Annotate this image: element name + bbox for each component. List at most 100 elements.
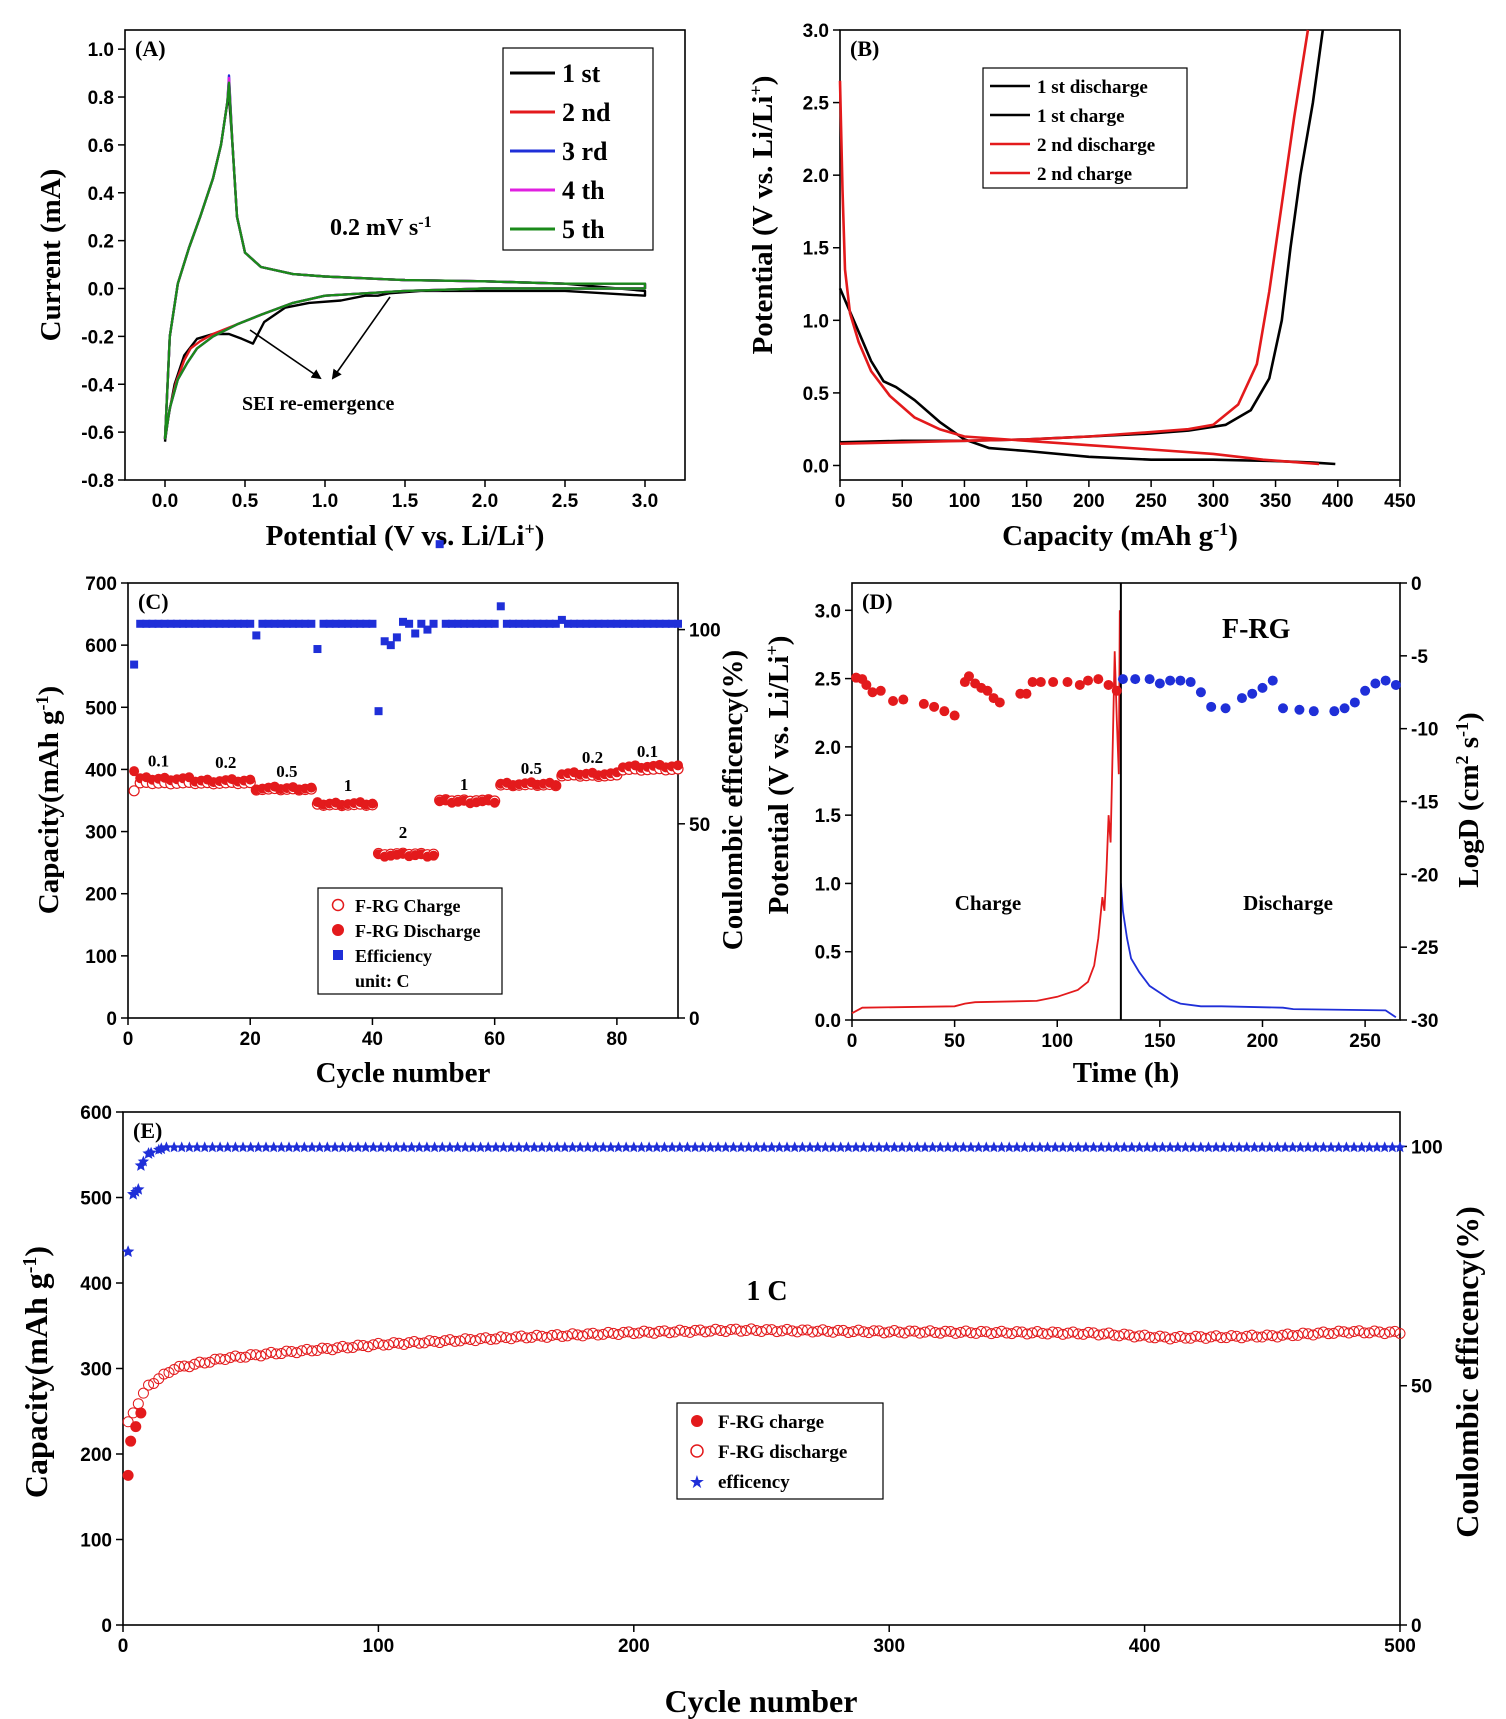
panel-c-efficiency-point xyxy=(533,619,542,628)
panel-e-efficiency-point xyxy=(1103,1141,1115,1153)
panel-e-series xyxy=(121,1141,1406,1481)
panel-b-x-tick-label: 200 xyxy=(1073,491,1105,512)
panel-e-charge-point xyxy=(122,1469,134,1481)
panel-e-x-tick-label: 200 xyxy=(618,1636,650,1657)
panel-e-efficiency-point xyxy=(1064,1141,1077,1153)
panel-e-charge-point xyxy=(130,1421,142,1433)
panel-e-y-title-left: Capacity(mAh g-1) xyxy=(18,1246,54,1498)
panel-c-efficiency-point xyxy=(496,602,505,611)
panel-e-discharge-point xyxy=(219,1354,231,1366)
panel-e-discharge-point xyxy=(137,1387,149,1399)
panel-d-logd-discharge-point xyxy=(1278,703,1289,714)
panel-e-efficiency-point xyxy=(1287,1141,1299,1153)
panel-e-frame xyxy=(122,1111,1401,1626)
panel-c-efficiency-point xyxy=(258,619,267,628)
panel-b-frame xyxy=(839,29,1401,481)
panel-e-efficiency-point xyxy=(474,1141,487,1153)
panel-e-discharge-point xyxy=(904,1325,916,1337)
panel-d-x-tick-label: 200 xyxy=(1247,1031,1279,1052)
panel-e-discharge-point xyxy=(710,1323,722,1335)
panel-a-x-tick-label: 2.0 xyxy=(472,491,498,512)
panel-e-efficiency-point xyxy=(1233,1141,1245,1153)
panel-c-efficiency-point xyxy=(374,707,383,716)
panel-e-discharge-point xyxy=(1047,1326,1059,1338)
panel-c-efficiency-point xyxy=(606,619,615,628)
panel-e-discharge-point xyxy=(638,1325,650,1337)
panel-e-efficiency-point xyxy=(336,1141,349,1153)
panel-e-efficiency-point xyxy=(1049,1141,1061,1153)
panel-c-efficiency-point xyxy=(148,619,157,628)
panel-c-efficiency-point xyxy=(509,619,517,628)
panel-e-efficiency-point xyxy=(436,1141,448,1153)
panel-d-logd-charge-point xyxy=(861,679,872,690)
panel-e-efficiency-point xyxy=(490,1141,502,1153)
panel-e-efficiency-point xyxy=(245,1141,257,1153)
panel-c-efficiency-point xyxy=(142,619,151,628)
panel-d-x-title: Time (h) xyxy=(1073,1057,1180,1089)
panel-e-discharge-point xyxy=(240,1351,252,1363)
panel-c-efficiency-point xyxy=(643,619,652,628)
panel-a-y-tick-label: 0.4 xyxy=(88,184,115,205)
panel-e-efficiency-point xyxy=(1225,1141,1238,1153)
panel-d-y-tick-label-right: 0 xyxy=(1411,574,1422,595)
panel-d-logd-charge-point xyxy=(929,701,940,712)
panel-e-efficiency-point xyxy=(781,1141,793,1153)
panel-c-efficiency-point xyxy=(227,619,236,628)
panel-c-efficiency-point xyxy=(350,619,359,628)
panel-c-efficiency-point xyxy=(337,619,346,628)
panel-c-efficiency-point xyxy=(289,619,297,628)
panel-d-logd-discharge-point xyxy=(1247,688,1258,699)
panel-e-efficiency-point xyxy=(168,1141,180,1153)
panel-e-efficiency-point xyxy=(888,1141,900,1153)
panel-d-logd-discharge-point xyxy=(1195,687,1206,698)
panel-e-efficiency-point xyxy=(1011,1141,1023,1153)
panel-e-efficiency-point xyxy=(949,1141,962,1153)
panel-c-y-tick-label: 200 xyxy=(85,885,117,906)
panel-d-logd-charge-point xyxy=(963,671,974,682)
panel-e-discharge-point xyxy=(1379,1328,1391,1340)
panel-b-y-tick-label: 1.5 xyxy=(803,239,830,260)
panel-e-efficiency-point xyxy=(459,1141,471,1153)
panel-e-efficiency-point xyxy=(1141,1141,1153,1153)
panel-a-y-tick-label: -0.2 xyxy=(81,327,114,348)
panel-e-discharge-point xyxy=(1139,1329,1151,1341)
panel-e-discharge-point xyxy=(1368,1325,1380,1337)
panel-e-efficiency-point xyxy=(1026,1141,1038,1153)
panel-e-efficiency-point xyxy=(497,1141,510,1153)
panel-a-legend-label-1: 1 st xyxy=(562,59,601,88)
panel-d-series xyxy=(851,583,1401,1020)
panel-d-logd-discharge-point xyxy=(1308,706,1319,717)
panel-e-discharge-point xyxy=(1343,1327,1355,1339)
panel-a-y-tick-label: 1.0 xyxy=(88,40,114,61)
panel-e-discharge-point xyxy=(1118,1328,1130,1340)
panel-d-y-title-right: LogD (cm2 s-1) xyxy=(1452,712,1485,887)
panel-c-rate-label: 1 xyxy=(344,776,353,795)
panel-b-legend-label-3: 2 nd discharge xyxy=(1037,135,1155,156)
panel-e-legend-label-charge: F-RG charge xyxy=(718,1412,824,1433)
panel-c-discharge-point xyxy=(306,782,317,793)
panel-b-y-ticks: 0.0 0.5 1.0 1.5 2.0 2.5 3.0 xyxy=(803,21,840,477)
panel-e-discharge-point xyxy=(459,1333,471,1345)
panel-b-y-tick-label: 0.5 xyxy=(803,384,830,405)
panel-c-legend-marker-efficiency xyxy=(333,950,343,960)
panel-e-efficiency-point xyxy=(1118,1141,1130,1153)
panel-e-efficiency-point xyxy=(1133,1141,1146,1153)
panel-e-discharge-point xyxy=(469,1335,481,1347)
panel-c-efficiency-point xyxy=(197,619,206,628)
panel-e-efficiency-point xyxy=(1248,1141,1261,1153)
panel-c-efficiency-point xyxy=(435,540,444,549)
panel-e-discharge-point xyxy=(878,1327,890,1339)
panel-e-discharge-point xyxy=(648,1327,660,1339)
panel-c-efficiency-point xyxy=(466,619,475,628)
panel-e-discharge-point xyxy=(745,1323,757,1335)
panel-c-discharge-point xyxy=(673,760,683,771)
panel-e-legend-label-discharge: F-RG discharge xyxy=(718,1442,847,1463)
panel-e-efficiency-point xyxy=(314,1141,326,1153)
panel-e-discharge-point xyxy=(1261,1329,1273,1341)
panel-e-efficiency-point xyxy=(704,1141,717,1153)
panel-e-efficiency-point xyxy=(651,1141,663,1153)
panel-b-y-tick-label: 1.0 xyxy=(803,311,829,332)
panel-c-rate-label: 2 xyxy=(399,823,408,842)
panel-e-discharge-point xyxy=(342,1342,354,1354)
panel-b-series-2-nd-discharge xyxy=(838,80,1320,466)
